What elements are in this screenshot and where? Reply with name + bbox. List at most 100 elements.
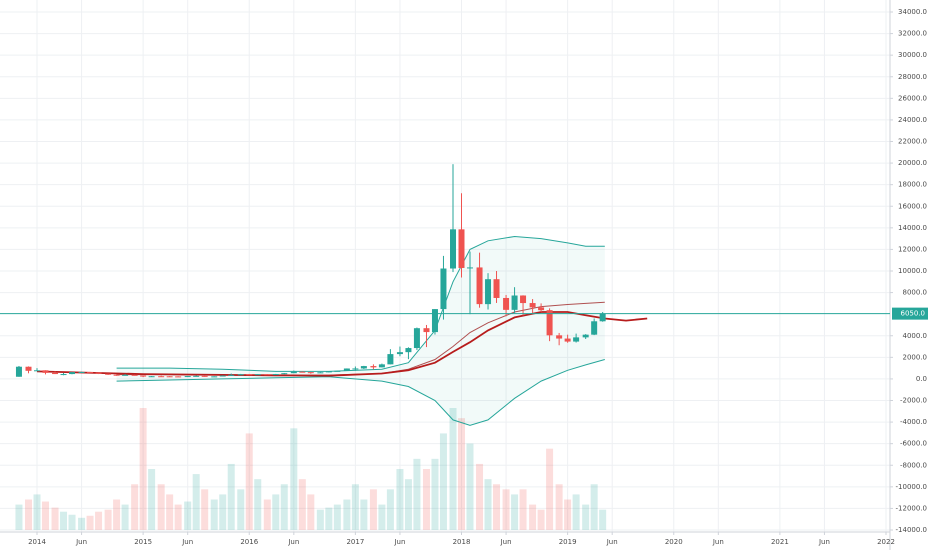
candle-body: [413, 328, 420, 349]
y-tick-label: 12000.0: [898, 245, 927, 253]
candle-body: [493, 279, 500, 298]
volume-bar: [599, 509, 607, 530]
candle-body: [290, 371, 297, 374]
y-tick-label: -14000.0: [896, 526, 927, 534]
y-tick-label: 8000.0: [903, 289, 928, 297]
candle-body: [458, 229, 465, 268]
volume-bar: [104, 509, 112, 530]
candle-body: [378, 364, 385, 368]
candle-body: [317, 372, 324, 374]
candle-body: [564, 338, 571, 342]
candle-body: [546, 310, 553, 336]
candle-body: [175, 376, 182, 378]
candle-body: [387, 354, 394, 365]
volume-bar: [502, 489, 510, 530]
volume-bar: [78, 517, 86, 530]
volume-bar: [60, 511, 68, 530]
y-tick-label: 32000.0: [898, 30, 927, 38]
x-tick-label: 2017: [346, 538, 364, 546]
volume-bar: [290, 428, 298, 530]
y-tick-label: 10000.0: [898, 267, 927, 275]
volume-bar: [157, 484, 165, 530]
candle-body: [529, 303, 536, 308]
y-tick-label: 30000.0: [898, 51, 927, 59]
volume-bar: [449, 408, 457, 530]
y-tick-label: 26000.0: [898, 94, 927, 102]
candles: [15, 164, 606, 378]
volume-bar: [529, 504, 537, 530]
volume-bar: [68, 514, 76, 530]
volume-bar: [33, 494, 41, 530]
candle-body: [370, 366, 377, 368]
volume-bar: [325, 507, 333, 530]
x-tick-label: 2022: [877, 538, 895, 546]
volume-bar: [254, 479, 262, 530]
volume-bar: [511, 494, 519, 530]
volume-bar: [360, 499, 368, 530]
candle-body: [246, 374, 253, 376]
candle-body: [52, 372, 59, 375]
candle-body: [166, 376, 173, 378]
volume-bar: [555, 484, 563, 530]
x-tick-label: Jun: [500, 538, 512, 546]
volume-bar: [51, 507, 59, 530]
x-tick-label: Jun: [393, 538, 405, 546]
x-tick-label: Jun: [75, 538, 87, 546]
volume-pane: [15, 408, 607, 530]
y-tick-label: -2000.0: [900, 397, 927, 405]
volume-bar: [272, 494, 280, 530]
volume-bar: [458, 418, 465, 530]
y-tick-label: 0.0: [916, 375, 927, 383]
candle-body: [503, 297, 510, 310]
y-tick-label: -6000.0: [900, 440, 927, 448]
volume-bar: [386, 489, 394, 530]
candle-body: [307, 372, 314, 374]
volume-bar: [493, 484, 501, 530]
volume-bar: [25, 499, 33, 530]
volume-bar: [280, 484, 288, 530]
x-tick-label: 2018: [453, 538, 471, 546]
x-tick-label: Jun: [712, 538, 724, 546]
candle-body: [556, 335, 563, 339]
candle-body: [450, 229, 457, 269]
volume-bar: [343, 499, 351, 530]
candle-body: [352, 368, 359, 370]
candle-body: [299, 371, 306, 373]
volume-bar: [131, 484, 139, 530]
indicators: [36, 235, 648, 426]
volume-bar: [298, 479, 306, 530]
x-tick-label: Jun: [181, 538, 193, 546]
candle-body: [343, 368, 350, 371]
y-tick-label: 22000.0: [898, 138, 927, 146]
x-tick-label: 2014: [28, 538, 46, 546]
x-tick-label: Jun: [818, 538, 830, 546]
candle-body: [272, 374, 279, 376]
candle-body: [431, 309, 438, 333]
candle-body: [520, 295, 527, 304]
x-tick-label: Jun: [287, 538, 299, 546]
volume-bar: [572, 494, 580, 530]
volume-bar: [431, 458, 439, 530]
last-price-box: [892, 307, 928, 320]
x-tick-label: 2021: [771, 538, 789, 546]
candle-body: [113, 374, 120, 376]
volume-bar: [582, 504, 590, 530]
y-tick-label: 16000.0: [898, 202, 927, 210]
volume-bar: [201, 489, 209, 530]
volume-bar: [484, 479, 492, 530]
candle-body: [184, 376, 191, 378]
volume-bar: [41, 501, 49, 530]
y-tick-label: 28000.0: [898, 73, 927, 81]
moving-average: [36, 311, 648, 377]
y-tick-label: 4000.0: [903, 332, 928, 340]
candle-body: [228, 374, 235, 376]
volume-bar: [166, 494, 174, 530]
volume-bar: [263, 499, 271, 530]
candle-body: [87, 372, 94, 374]
volume-bar: [546, 448, 554, 530]
volume-bar: [590, 484, 598, 530]
x-tick-label: 2019: [559, 538, 577, 546]
y-tick-label: -8000.0: [900, 461, 927, 469]
candle-body: [105, 373, 112, 375]
